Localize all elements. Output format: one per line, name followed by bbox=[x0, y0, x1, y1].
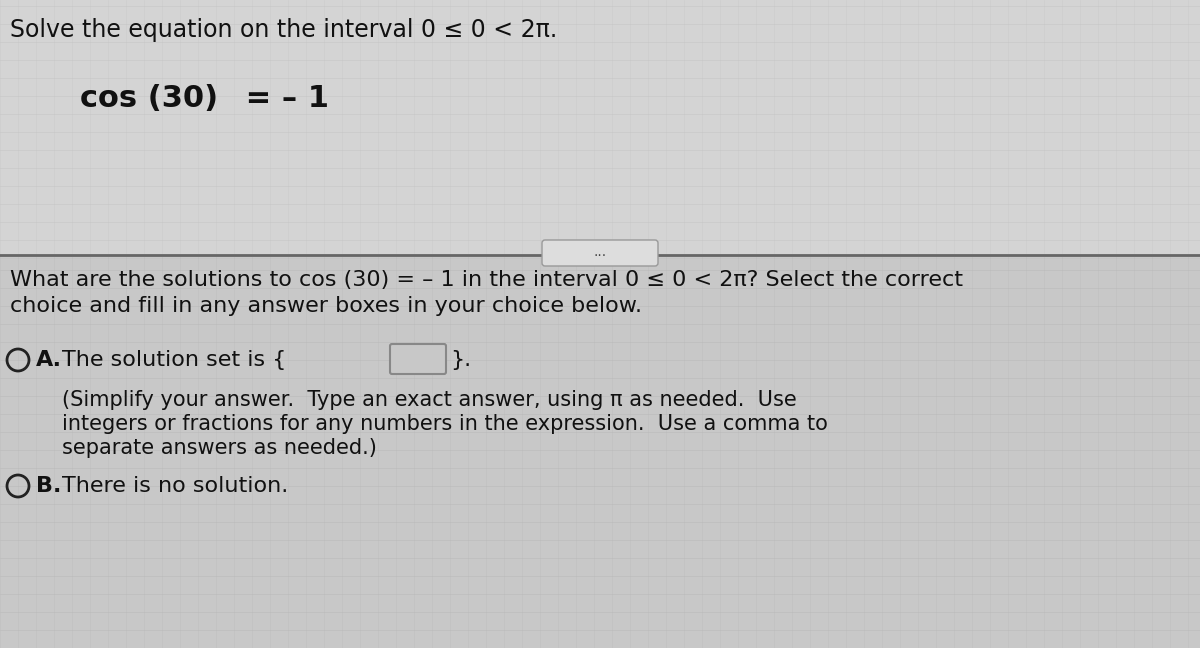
Text: cos (30): cos (30) bbox=[80, 84, 218, 113]
Text: Solve the equation on the interval 0 ≤ 0 < 2π.: Solve the equation on the interval 0 ≤ 0… bbox=[10, 18, 557, 42]
Text: ...: ... bbox=[594, 245, 606, 259]
Text: choice and fill in any answer boxes in your choice below.: choice and fill in any answer boxes in y… bbox=[10, 296, 642, 316]
Text: integers or fractions for any numbers in the expression.  Use a comma to: integers or fractions for any numbers in… bbox=[62, 414, 828, 434]
Text: There is no solution.: There is no solution. bbox=[62, 476, 288, 496]
Bar bbox=[0, 0, 1200, 258]
Text: }.: }. bbox=[450, 350, 472, 370]
Bar bbox=[0, 255, 1200, 648]
Text: = – 1: = – 1 bbox=[235, 84, 329, 113]
FancyBboxPatch shape bbox=[390, 344, 446, 374]
Text: The solution set is {: The solution set is { bbox=[62, 350, 287, 370]
Text: What are the solutions to cos (30) = – 1 in the interval 0 ≤ 0 < 2π? Select the : What are the solutions to cos (30) = – 1… bbox=[10, 270, 964, 290]
FancyBboxPatch shape bbox=[542, 240, 658, 266]
Text: (Simplify your answer.  Type an exact answer, using π as needed.  Use: (Simplify your answer. Type an exact ans… bbox=[62, 390, 797, 410]
Text: A.: A. bbox=[36, 350, 62, 370]
Text: separate answers as needed.): separate answers as needed.) bbox=[62, 438, 377, 458]
Text: B.: B. bbox=[36, 476, 61, 496]
